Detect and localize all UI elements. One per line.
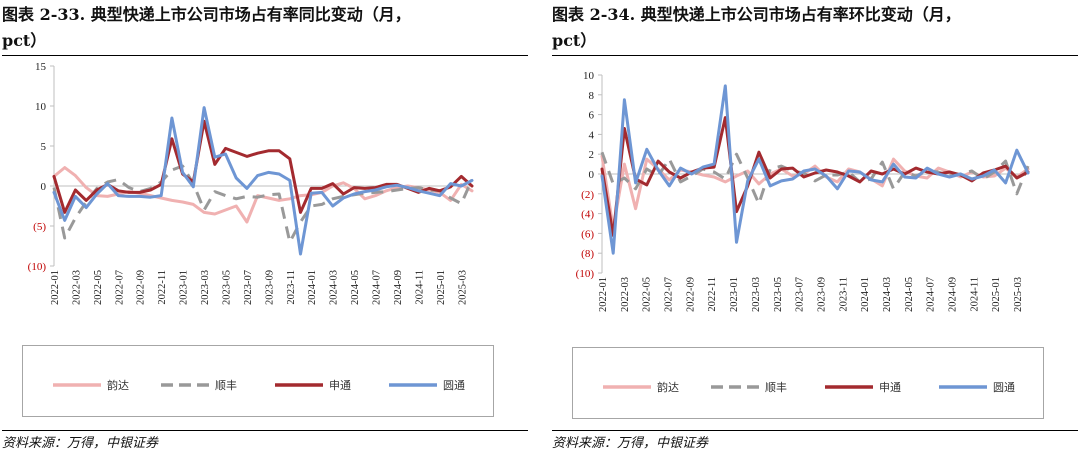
y-tick-label: 0 — [589, 169, 595, 181]
x-tick-label: 2024-11 — [969, 277, 980, 312]
figure-title-line1: 图表 2-34. 典型快递上市公司市场占有率环比变动（月， — [552, 5, 961, 24]
source-note: 资料来源：万得，中银证券 — [552, 436, 709, 451]
x-tick-label: 2023-07 — [795, 277, 806, 312]
legend-label: 圆通 — [443, 379, 465, 392]
x-tick-label: 2022-05 — [642, 277, 653, 312]
y-tick-label: 2 — [589, 149, 595, 161]
legend-swatch — [825, 385, 873, 389]
y-tick-label: 4 — [589, 129, 595, 141]
x-tick-label: 2022-07 — [114, 270, 125, 305]
chart-panel-mom: 图表 2-34. 典型快递上市公司市场占有率环比变动（月， pct） 10 8 6 4… — [552, 0, 1080, 452]
x-tick-label: 2022-07 — [664, 277, 675, 312]
source-note: 资料来源：万得，中银证券 — [2, 436, 159, 451]
x-tick-label: 2022-09 — [136, 270, 147, 305]
x-tick-label: 2022-05 — [93, 270, 104, 305]
legend-label: 顺丰 — [765, 381, 787, 394]
figure-title-line1: 图表 2-33. 典型快递上市公司市场占有率同比变动（月， — [2, 5, 411, 24]
x-tick-label: 2024-11 — [414, 270, 425, 305]
legend-label: 申通 — [879, 381, 901, 394]
x-tick-label: 2023-11 — [838, 277, 849, 312]
x-tick-label: 2023-03 — [200, 270, 211, 305]
x-tick-label: 2024-05 — [350, 270, 361, 305]
legend-swatch — [53, 383, 101, 387]
chart-panel-yoy: 图表 2-33. 典型快递上市公司市场占有率同比变动（月， pct） 15 10 5… — [2, 0, 530, 452]
figure-title: 图表 2-34. 典型快递上市公司市场占有率环比变动（月， pct） — [552, 2, 1080, 54]
series-yuantong-line — [600, 84, 1030, 255]
line-chart-yoy: 15 10 5 0 (5) (10)2022-01 2022-03 2022-05 2022-0… — [28, 61, 474, 305]
x-tick-label: 2023-07 — [243, 270, 254, 305]
x-tick-label: 2022-11 — [157, 270, 168, 305]
y-tick-label: 8 — [589, 90, 595, 102]
legend-label: 韵达 — [657, 381, 679, 394]
legend-swatch — [711, 385, 759, 389]
figure-title-line2: pct） — [552, 31, 597, 50]
x-tick-label: 2024-07 — [372, 270, 383, 305]
legend-label: 申通 — [329, 379, 351, 392]
x-tick-label: 2024-09 — [393, 270, 404, 305]
series-yuantong-line — [52, 106, 474, 256]
x-tick-label: 2024-07 — [926, 277, 937, 312]
title-rule — [2, 55, 528, 56]
series-shentong-line — [52, 119, 474, 214]
x-tick-label: 2023-05 — [773, 277, 784, 312]
x-tick-label: 2025-03 — [457, 270, 468, 305]
figure-title: 图表 2-33. 典型快递上市公司市场占有率同比变动（月， pct） — [2, 2, 530, 54]
x-tick-label: 2025-01 — [991, 277, 1002, 312]
x-tick-label: 2022-01 — [598, 277, 609, 312]
legend-label: 顺丰 — [215, 379, 237, 392]
x-tick-label: 2024-05 — [904, 277, 915, 312]
title-rule — [552, 55, 1078, 56]
y-tick-label: 0 — [41, 181, 47, 193]
x-tick-label: 2024-01 — [860, 277, 871, 312]
legend: 韵达 顺丰 申通 圆通 — [22, 345, 494, 417]
y-tick-label: (4) — [581, 209, 594, 221]
series-shunfeng-line — [52, 164, 474, 244]
y-tick-label: (10) — [576, 268, 595, 280]
y-tick-label: (2) — [581, 189, 594, 201]
y-tick-label: 15 — [35, 61, 47, 73]
y-tick-label: 10 — [35, 101, 47, 113]
x-tick-label: 2023-05 — [221, 270, 232, 305]
legend-swatch — [275, 383, 323, 387]
y-tick-label: 5 — [41, 141, 47, 153]
y-tick-label: (5) — [33, 221, 46, 233]
x-tick-label: 2022-03 — [620, 277, 631, 312]
legend: 韵达 顺丰 申通 圆通 — [572, 347, 1044, 419]
legend-swatch — [389, 383, 437, 387]
x-tick-label: 2024-03 — [329, 270, 340, 305]
legend-swatch — [939, 385, 987, 389]
x-tick-label: 2023-03 — [751, 277, 762, 312]
y-tick-label: 10 — [583, 70, 595, 82]
legend-label: 韵达 — [107, 379, 129, 392]
legend-label: 圆通 — [993, 381, 1015, 394]
x-tick-label: 2023-09 — [264, 270, 275, 305]
x-tick-label: 2023-01 — [729, 277, 740, 312]
x-tick-label: 2023-09 — [816, 277, 827, 312]
x-tick-label: 2022-01 — [50, 270, 61, 305]
legend-swatch — [603, 385, 651, 389]
x-tick-label: 2025-01 — [436, 270, 447, 305]
line-chart-mom: 10 8 6 4 2 0 (2) (4) (6) (8) (10)2022-01 2022-03 202… — [576, 70, 1030, 312]
x-tick-label: 2024-03 — [882, 277, 893, 312]
y-tick-label: (6) — [581, 228, 594, 240]
legend-swatch — [161, 383, 209, 387]
x-tick-label: 2023-11 — [286, 270, 297, 305]
x-tick-label: 2022-03 — [71, 270, 82, 305]
bottom-rule — [552, 430, 1078, 431]
bottom-rule — [2, 430, 528, 431]
y-tick-label: (10) — [28, 261, 47, 273]
y-tick-label: (8) — [581, 248, 594, 260]
x-tick-label: 2022-09 — [685, 277, 696, 312]
x-tick-label: 2025-03 — [1013, 277, 1024, 312]
x-tick-label: 2024-01 — [307, 270, 318, 305]
x-tick-label: 2022-11 — [707, 277, 718, 312]
x-tick-label: 2023-01 — [179, 270, 190, 305]
figure-title-line2: pct） — [2, 31, 47, 50]
x-tick-label: 2024-09 — [948, 277, 959, 312]
y-tick-label: 6 — [589, 110, 595, 122]
